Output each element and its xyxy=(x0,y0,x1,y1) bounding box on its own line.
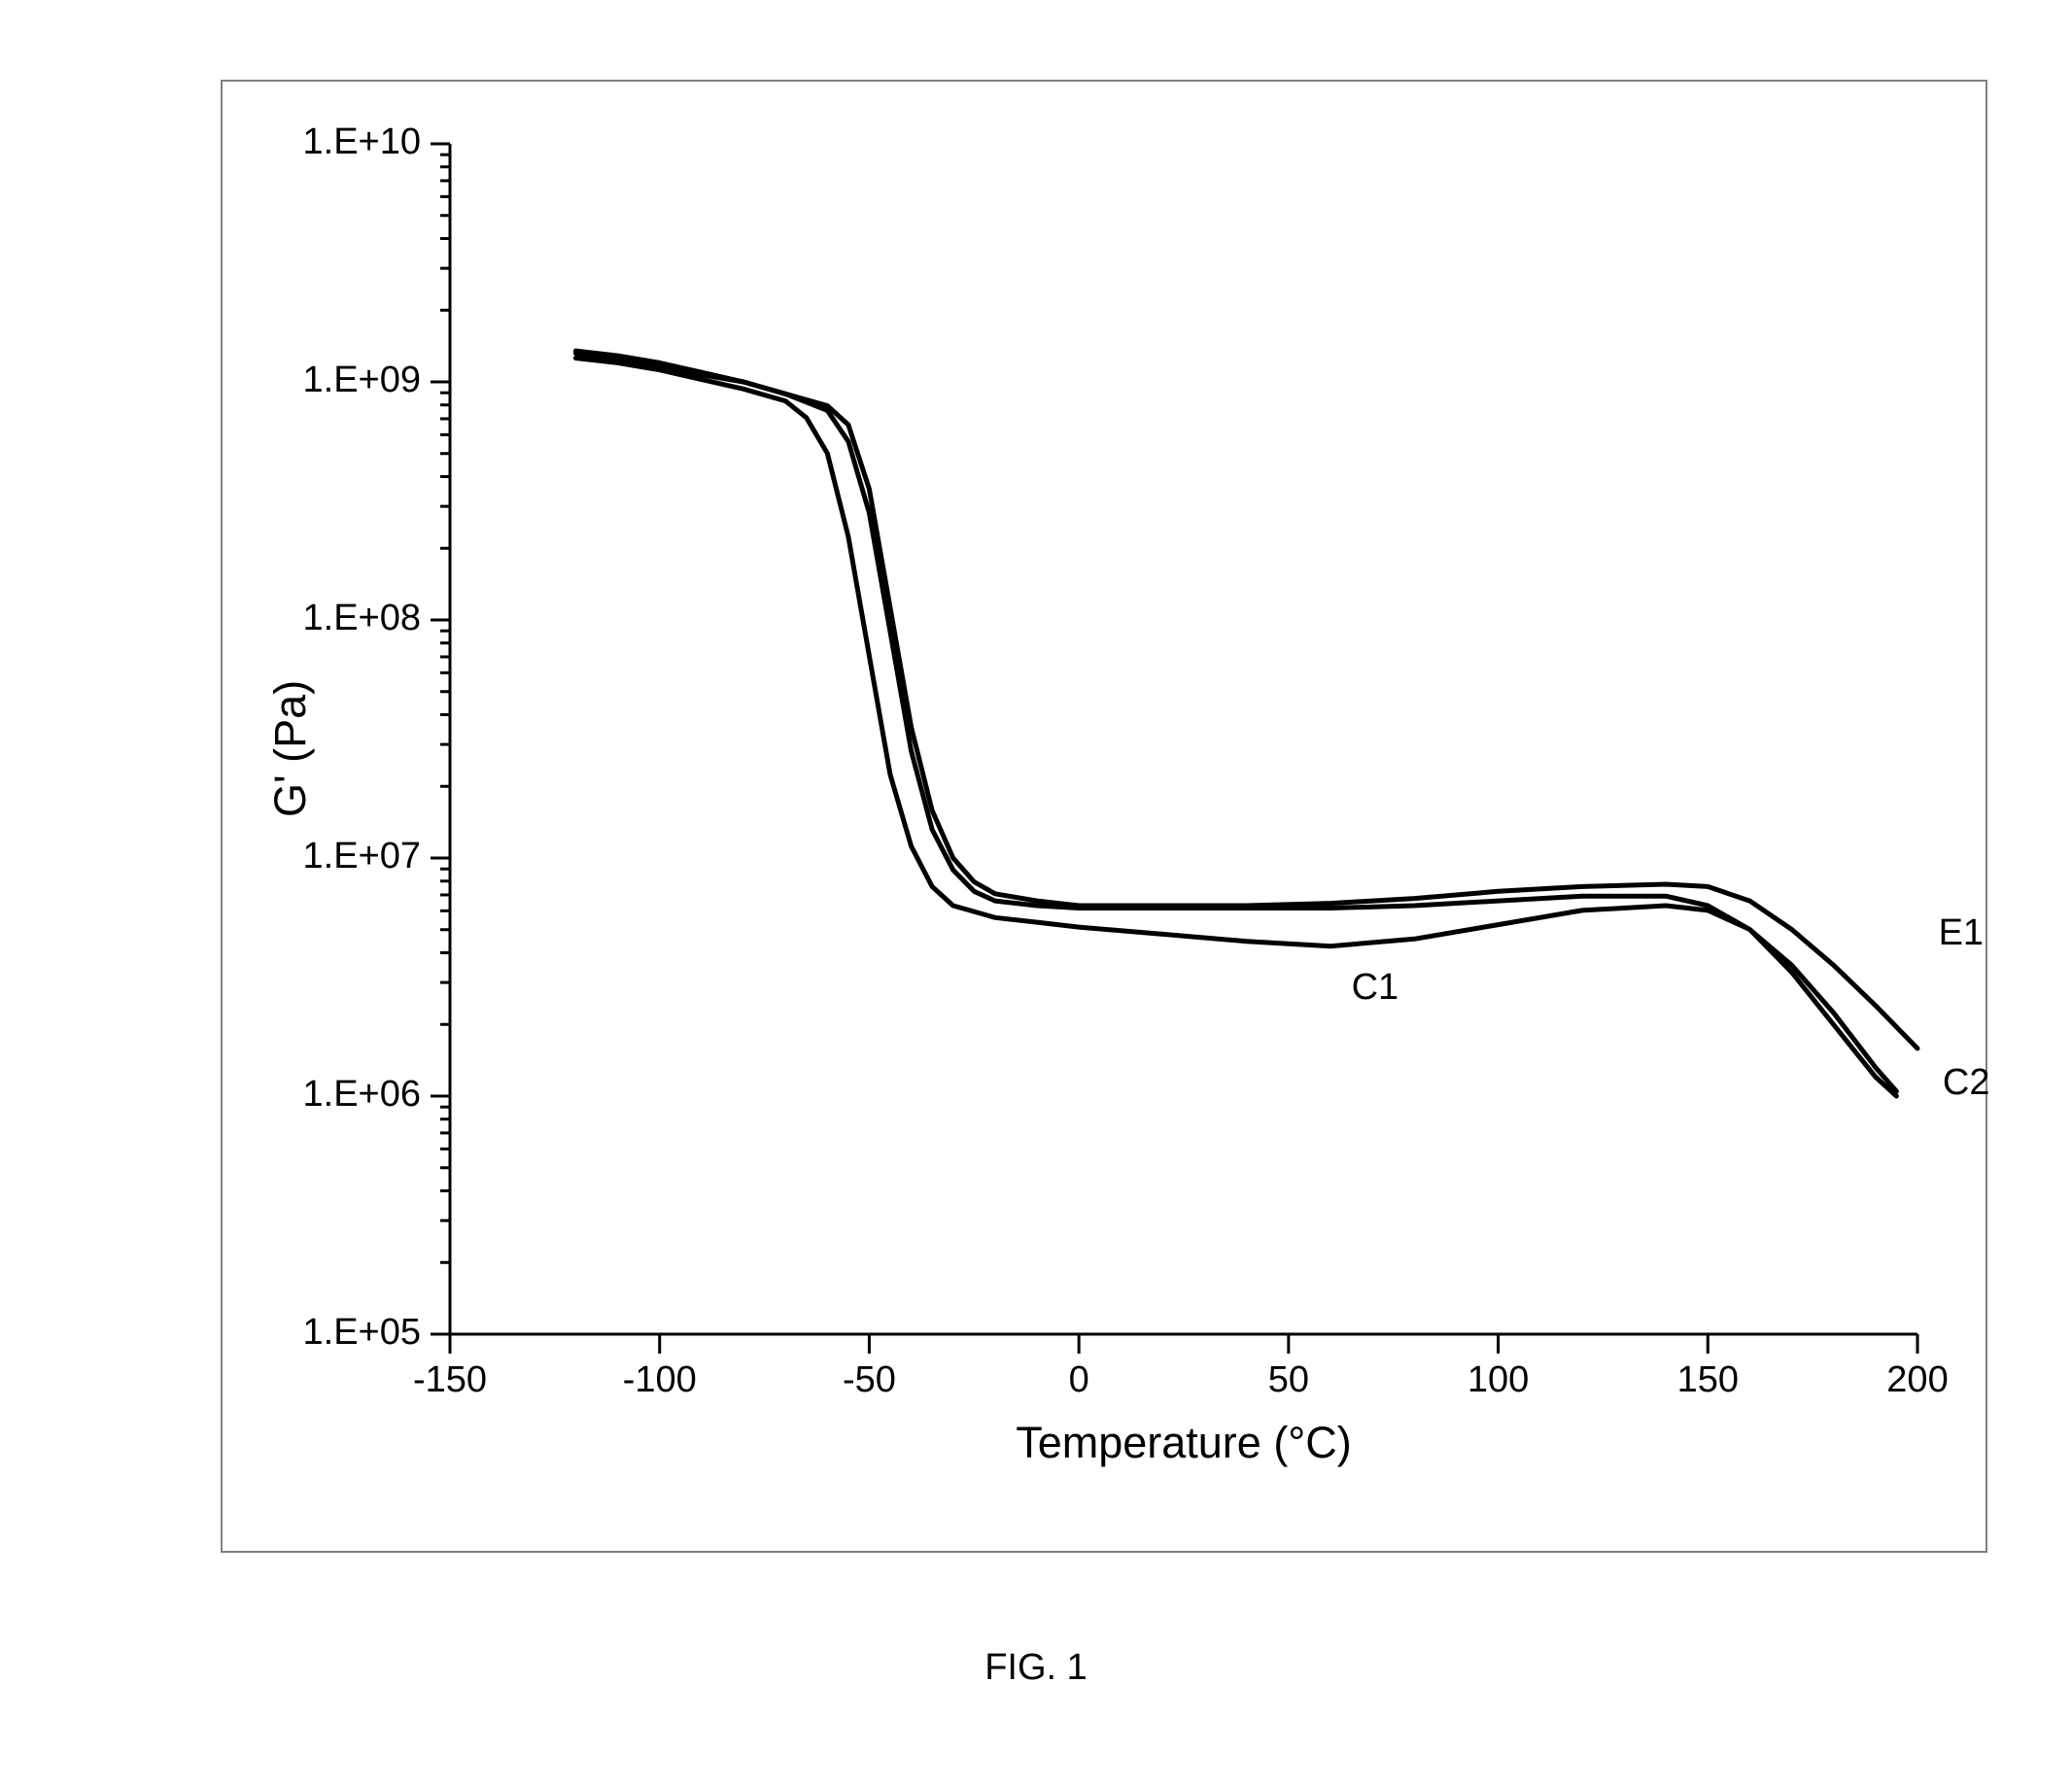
x-tick-label: 50 xyxy=(1240,1359,1337,1401)
x-axis-label: Temperature (°C) xyxy=(989,1418,1378,1468)
series-label-c1: C1 xyxy=(1352,967,1399,1009)
figure-caption: FIG. 1 xyxy=(958,1647,1114,1689)
y-tick-label: 1.E+05 xyxy=(303,1312,422,1354)
y-tick-label: 1.E+09 xyxy=(303,360,422,401)
x-tick-label: -100 xyxy=(611,1359,708,1401)
x-tick-label: 150 xyxy=(1659,1359,1756,1401)
y-tick-label: 1.E+06 xyxy=(303,1074,422,1116)
y-tick-label: 1.E+08 xyxy=(303,598,422,639)
x-tick-label: 100 xyxy=(1450,1359,1547,1401)
x-tick-label: 0 xyxy=(1030,1359,1127,1401)
y-tick-label: 1.E+10 xyxy=(303,121,422,163)
y-axis-label: G' (Pa) xyxy=(265,679,316,816)
figure-container: 1.E+05 1.E+06 1.E+07 1.E+08 1.E+09 1.E+1… xyxy=(0,0,2072,1786)
series-label-c2: C2 xyxy=(1943,1062,1990,1104)
x-tick-label: 200 xyxy=(1869,1359,1966,1401)
chart-svg xyxy=(0,0,2072,1786)
series-label-e1: E1 xyxy=(1939,912,1984,954)
x-tick-label: -150 xyxy=(401,1359,499,1401)
x-tick-label: -50 xyxy=(820,1359,917,1401)
y-tick-label: 1.E+07 xyxy=(303,836,422,877)
